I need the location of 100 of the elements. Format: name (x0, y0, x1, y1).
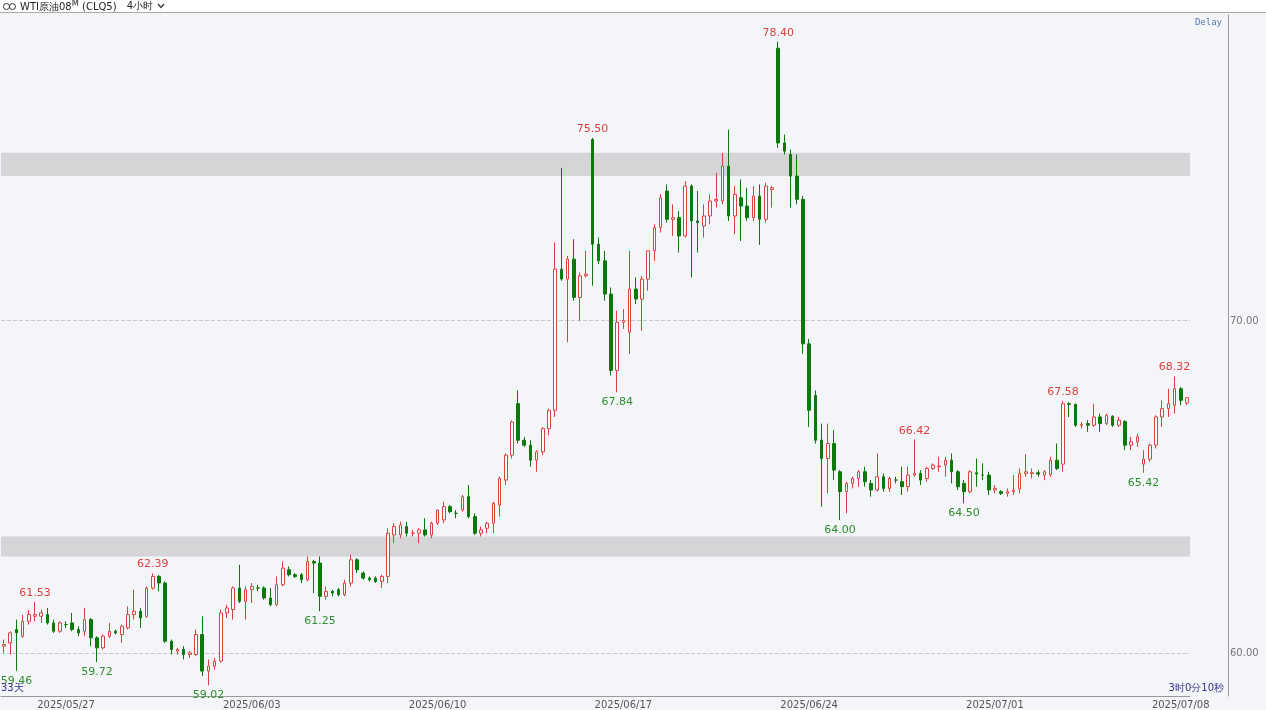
candlestick (467, 484, 470, 519)
candlestick (869, 479, 873, 498)
candlestick (1006, 487, 1009, 498)
candlestick (714, 172, 718, 209)
candlestick (1080, 421, 1083, 430)
candlestick (708, 193, 712, 225)
candlestick (386, 527, 390, 584)
candlestick (609, 286, 613, 376)
candlestick (987, 471, 991, 496)
candlestick (8, 630, 12, 655)
candlestick (516, 389, 520, 445)
candlestick (27, 609, 31, 626)
candlestick (721, 152, 724, 205)
annotation: 75.50 (576, 121, 609, 135)
candlestick (764, 182, 768, 224)
x-tick-label: 2025/06/03 (222, 698, 281, 710)
x-tick-label: 2025/07/01 (966, 698, 1024, 710)
candlestick (151, 572, 155, 591)
candlestick (108, 622, 111, 639)
annotation: 64.00 (824, 522, 856, 536)
candlestick (250, 582, 254, 604)
candlestick (194, 629, 198, 657)
annotation: 68.32 (1158, 360, 1191, 374)
candlestick (52, 619, 55, 634)
candlestick (931, 462, 935, 471)
y-tick-label: 60.00 (1230, 647, 1259, 659)
candlestick (727, 129, 730, 222)
candlestick (293, 572, 297, 579)
candlestick (126, 605, 130, 631)
candlestick (615, 310, 619, 393)
candlestick (622, 308, 625, 330)
candlestick (783, 134, 786, 156)
candlestick (1142, 449, 1145, 474)
candlestick (77, 625, 80, 637)
candlestick (510, 419, 514, 459)
annotation: 66.42 (898, 423, 931, 437)
candlestick (733, 185, 737, 235)
candlestick (981, 462, 984, 481)
candlestick (900, 466, 904, 496)
candlestick (170, 639, 173, 655)
candlestick (801, 195, 805, 355)
candlestick (875, 453, 879, 493)
candlestick (1160, 399, 1164, 428)
candlestick (671, 203, 675, 237)
candlestick (826, 423, 830, 494)
candlestick (547, 408, 551, 436)
candlestick (300, 572, 303, 584)
candlestick (1154, 414, 1158, 450)
candlestick (114, 629, 117, 636)
candlestick (814, 389, 817, 445)
candlestick (863, 466, 867, 488)
candlestick (306, 555, 309, 582)
y-tick-label: 70.00 (1230, 315, 1259, 327)
candlestick (857, 469, 860, 488)
candlestick (262, 585, 266, 601)
candlestick (145, 585, 148, 619)
candlestick (95, 635, 99, 663)
candlestick (1092, 403, 1096, 428)
candlestick (628, 250, 631, 355)
candlestick (584, 250, 588, 278)
candlestick (683, 180, 687, 239)
candlestick (888, 476, 891, 493)
candlestick (1129, 436, 1133, 451)
candlestick (436, 509, 439, 526)
candlestick (182, 645, 185, 660)
candlestick (1167, 388, 1170, 418)
candlestick (58, 620, 62, 634)
candlestick (374, 575, 377, 584)
candlestick (646, 250, 650, 292)
annotation: 78.40 (762, 25, 794, 39)
candlestick (89, 617, 93, 647)
candlestick (485, 521, 489, 534)
candlestick (392, 522, 396, 544)
candlestick (244, 585, 247, 621)
text: Delay (1194, 16, 1223, 27)
candlestick (1049, 456, 1052, 478)
candlestick (820, 423, 823, 508)
candlestick (906, 466, 910, 493)
candlestick (1018, 467, 1021, 494)
candlestick (331, 589, 334, 597)
candlestick (498, 476, 501, 518)
x-tick-label: 2025/06/10 (408, 698, 467, 710)
candlestick (139, 607, 142, 629)
candlestick (665, 183, 669, 224)
candlestick (343, 579, 346, 597)
candlestick (1024, 453, 1028, 478)
candlestick (950, 453, 953, 484)
candlestick (207, 658, 210, 686)
candlestick (535, 449, 538, 473)
candlestick (882, 472, 885, 493)
candlestick (1098, 413, 1102, 433)
x-tick-label: 2025/07/08 (1151, 698, 1210, 710)
candlestick (925, 466, 929, 483)
candlestick (39, 609, 43, 624)
candlestick (15, 619, 18, 672)
candlestick (213, 657, 216, 670)
annotation: 59.02 (192, 688, 225, 702)
candlestick (479, 526, 483, 538)
candlestick (368, 575, 371, 582)
candlestick (851, 476, 854, 489)
